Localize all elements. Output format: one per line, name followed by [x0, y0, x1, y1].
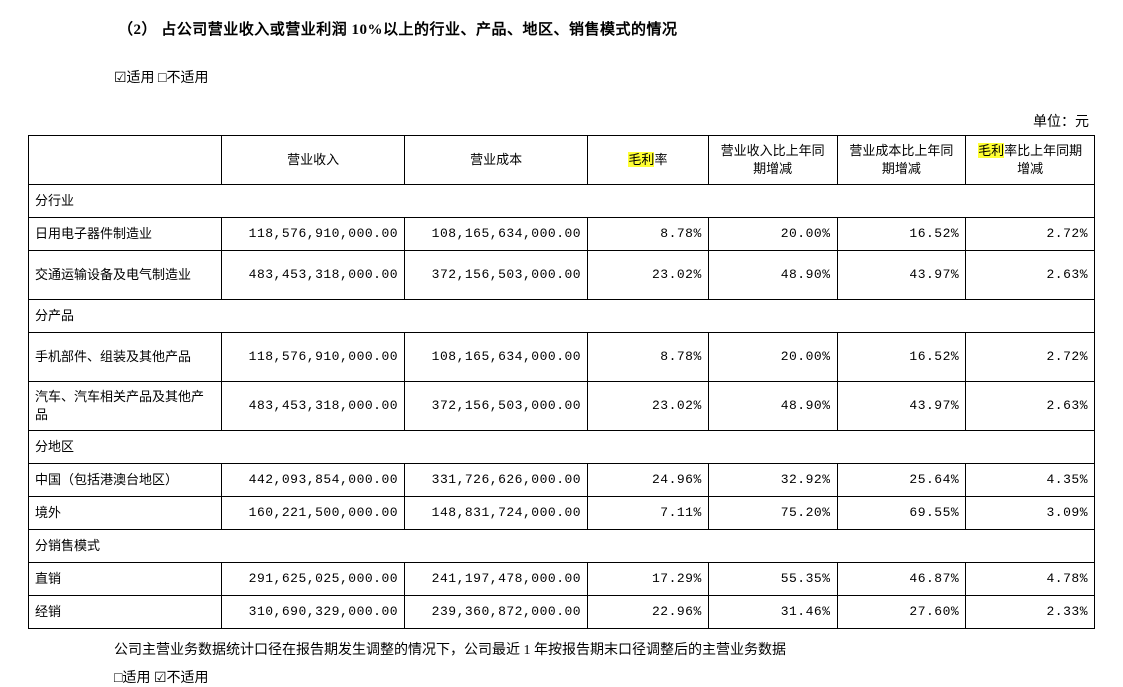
cell-cost-change: 16.52% — [837, 218, 966, 251]
cell-revenue: 118,576,910,000.00 — [222, 333, 405, 382]
cell-margin: 24.96% — [588, 464, 709, 497]
cell-margin: 8.78% — [588, 333, 709, 382]
cell-cost: 241,197,478,000.00 — [405, 563, 588, 596]
col-header-margin: 毛利率 — [588, 136, 709, 185]
row-label: 经销 — [29, 596, 222, 629]
cell-revenue: 483,453,318,000.00 — [222, 251, 405, 300]
row-label: 日用电子器件制造业 — [29, 218, 222, 251]
cell-revenue: 310,690,329,000.00 — [222, 596, 405, 629]
cell-cost-change: 46.87% — [837, 563, 966, 596]
col-header-blank — [29, 136, 222, 185]
cell-revenue-change: 20.00% — [708, 218, 837, 251]
cell-cost-change: 69.55% — [837, 497, 966, 530]
cell-cost-change: 16.52% — [837, 333, 966, 382]
cell-revenue: 291,625,025,000.00 — [222, 563, 405, 596]
applicable-checkbox-line: ☑适用 □不适用 — [114, 67, 1095, 87]
cell-cost: 372,156,503,000.00 — [405, 251, 588, 300]
row-label: 手机部件、组装及其他产品 — [29, 333, 222, 382]
cell-margin-change: 3.09% — [966, 497, 1095, 530]
cell-cost: 372,156,503,000.00 — [405, 382, 588, 431]
table-row: 经销310,690,329,000.00239,360,872,000.0022… — [29, 596, 1095, 629]
col-header-revenue: 营业收入 — [222, 136, 405, 185]
table-row: 境外160,221,500,000.00148,831,724,000.007.… — [29, 497, 1095, 530]
unit-label: 单位：元 — [28, 111, 1089, 131]
cell-margin-change: 2.72% — [966, 333, 1095, 382]
cell-margin: 23.02% — [588, 382, 709, 431]
cell-revenue-change: 31.46% — [708, 596, 837, 629]
segment-table: 营业收入 营业成本 毛利率 营业收入比上年同期增减 营业成本比上年同期增减 毛利… — [28, 135, 1095, 629]
cell-revenue: 483,453,318,000.00 — [222, 382, 405, 431]
cell-cost-change: 43.97% — [837, 251, 966, 300]
col-header-revenue-change: 营业收入比上年同期增减 — [708, 136, 837, 185]
table-row: 日用电子器件制造业118,576,910,000.00108,165,634,0… — [29, 218, 1095, 251]
section-row: 分地区 — [29, 431, 1095, 464]
cell-revenue-change: 20.00% — [708, 333, 837, 382]
table-row: 直销291,625,025,000.00241,197,478,000.0017… — [29, 563, 1095, 596]
cell-revenue-change: 32.92% — [708, 464, 837, 497]
table-row: 手机部件、组装及其他产品118,576,910,000.00108,165,63… — [29, 333, 1095, 382]
row-label: 境外 — [29, 497, 222, 530]
section-row: 分行业 — [29, 185, 1095, 218]
cell-revenue-change: 48.90% — [708, 251, 837, 300]
col-header-cost-change: 营业成本比上年同期增减 — [837, 136, 966, 185]
cell-revenue: 442,093,854,000.00 — [222, 464, 405, 497]
cell-cost-change: 25.64% — [837, 464, 966, 497]
footnote-line-1: 公司主营业务数据统计口径在报告期发生调整的情况下，公司最近 1 年按报告期末口径… — [114, 639, 1095, 659]
row-label: 汽车、汽车相关产品及其他产品 — [29, 382, 222, 431]
row-label: 交通运输设备及电气制造业 — [29, 251, 222, 300]
cell-margin-change: 2.72% — [966, 218, 1095, 251]
cell-revenue-change: 48.90% — [708, 382, 837, 431]
row-label: 直销 — [29, 563, 222, 596]
table-row: 中国（包括港澳台地区）442,093,854,000.00331,726,626… — [29, 464, 1095, 497]
cell-cost-change: 27.60% — [837, 596, 966, 629]
row-label: 中国（包括港澳台地区） — [29, 464, 222, 497]
cell-margin: 23.02% — [588, 251, 709, 300]
footnote-line-2: □适用 ☑不适用 — [114, 667, 1095, 687]
cell-margin-change: 4.78% — [966, 563, 1095, 596]
cell-cost: 148,831,724,000.00 — [405, 497, 588, 530]
col-header-cost: 营业成本 — [405, 136, 588, 185]
cell-margin-change: 2.63% — [966, 382, 1095, 431]
cell-margin: 8.78% — [588, 218, 709, 251]
cell-cost: 239,360,872,000.00 — [405, 596, 588, 629]
cell-revenue-change: 55.35% — [708, 563, 837, 596]
section-row: 分产品 — [29, 300, 1095, 333]
table-body: 分行业日用电子器件制造业118,576,910,000.00108,165,63… — [29, 185, 1095, 629]
section-heading: （2） 占公司营业收入或营业利润 10%以上的行业、产品、地区、销售模式的情况 — [118, 18, 1095, 39]
cell-revenue-change: 75.20% — [708, 497, 837, 530]
cell-cost-change: 43.97% — [837, 382, 966, 431]
cell-margin: 22.96% — [588, 596, 709, 629]
cell-margin-change: 2.63% — [966, 251, 1095, 300]
cell-margin-change: 2.33% — [966, 596, 1095, 629]
cell-revenue: 118,576,910,000.00 — [222, 218, 405, 251]
cell-margin: 7.11% — [588, 497, 709, 530]
cell-revenue: 160,221,500,000.00 — [222, 497, 405, 530]
table-row: 汽车、汽车相关产品及其他产品483,453,318,000.00372,156,… — [29, 382, 1095, 431]
cell-margin: 17.29% — [588, 563, 709, 596]
cell-margin-change: 4.35% — [966, 464, 1095, 497]
section-row: 分销售模式 — [29, 530, 1095, 563]
cell-cost: 108,165,634,000.00 — [405, 333, 588, 382]
cell-cost: 108,165,634,000.00 — [405, 218, 588, 251]
table-row: 交通运输设备及电气制造业483,453,318,000.00372,156,50… — [29, 251, 1095, 300]
col-header-margin-change: 毛利率比上年同期增减 — [966, 136, 1095, 185]
cell-cost: 331,726,626,000.00 — [405, 464, 588, 497]
